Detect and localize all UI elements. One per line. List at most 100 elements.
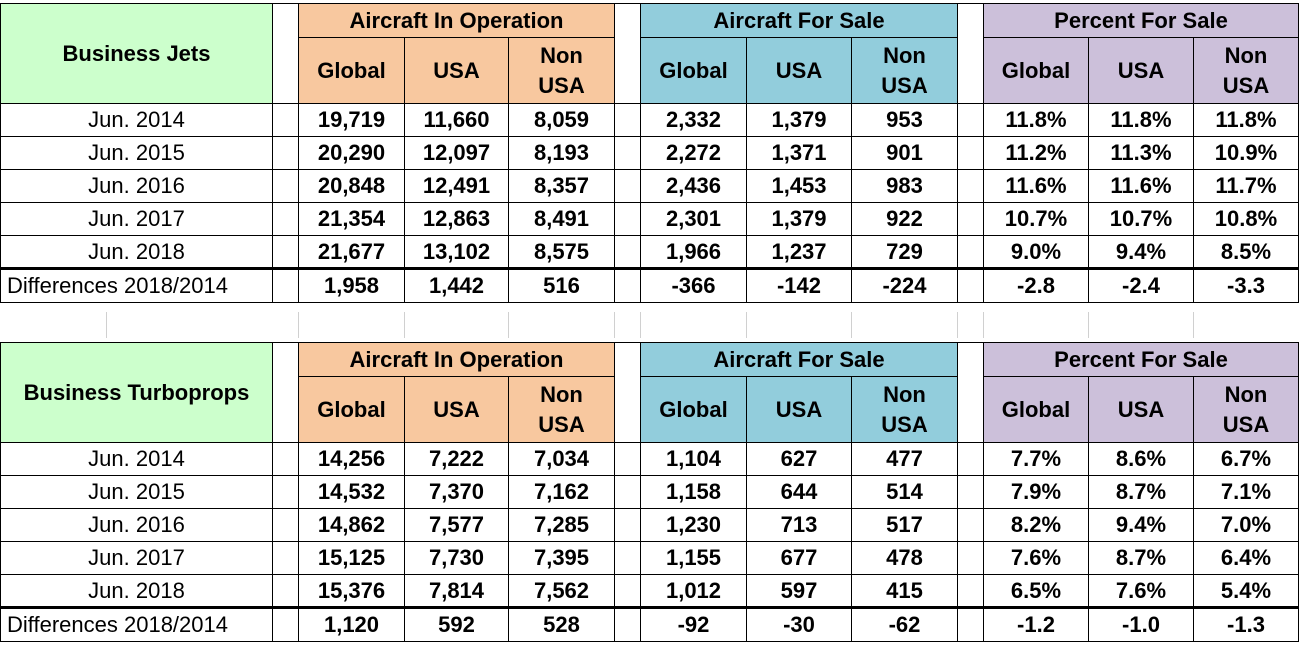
differences-label: Differences 2018/2014 [0, 606, 273, 642]
table-cell: 1,012 [640, 574, 747, 608]
table-cell: -3.3 [1193, 267, 1299, 303]
table-cell: 528 [508, 606, 615, 642]
gap-cell [272, 235, 299, 269]
table-cell: 729 [851, 235, 958, 269]
table-cell: 2,436 [640, 169, 747, 203]
table-row: Jun. 2018 15,376 7,814 7,562 1,012 597 415 6.5%… [0, 574, 1299, 608]
table-cell: 7.1% [1193, 475, 1299, 509]
table-cell: 477 [851, 442, 958, 476]
table-row: Jun. 2014 14,256 7,222 7,034 1,104 627 477 7.7%… [0, 442, 1299, 476]
gap-cell [614, 574, 641, 608]
row-label: Jun. 2017 [0, 202, 273, 236]
table-row: Jun. 2014 19,719 11,660 8,059 2,332 1,379 953 1… [0, 103, 1299, 137]
table-cell: 15,125 [298, 541, 405, 575]
group-header-sale: Aircraft For Sale [640, 3, 958, 38]
table-cell: 1,958 [298, 267, 405, 303]
table-cell: 10.7% [983, 202, 1089, 236]
gap-cell [614, 3, 641, 104]
col-header-global: Global [298, 376, 405, 443]
table-cell: 11.3% [1088, 136, 1194, 170]
gap-cell [957, 541, 984, 575]
gap-cell [272, 442, 299, 476]
table-row: Jun. 2015 20,290 12,097 8,193 2,272 1,371 901 1… [0, 136, 1299, 170]
table-cell: 8,059 [508, 103, 615, 137]
table-cell: 627 [746, 442, 852, 476]
table-cell: 9.0% [983, 235, 1089, 269]
table-cell: 7.0% [1193, 508, 1299, 542]
table-cell: 7.6% [1088, 574, 1194, 608]
table-cell: 713 [746, 508, 852, 542]
table-cell: 15,376 [298, 574, 405, 608]
table-cell: 1,379 [746, 202, 852, 236]
table-cell: 1,379 [746, 103, 852, 137]
gap-cell [272, 541, 299, 575]
table-cell: 7,162 [508, 475, 615, 509]
row-label: Jun. 2016 [0, 169, 273, 203]
gap-cell [957, 169, 984, 203]
table-row: Jun. 2017 15,125 7,730 7,395 1,155 677 478 7.6%… [0, 541, 1299, 575]
table-cell: 901 [851, 136, 958, 170]
table-cell: 11.8% [983, 103, 1089, 137]
table-cell: 2,332 [640, 103, 747, 137]
col-header-usa: USA [1088, 37, 1194, 104]
gap-cell [614, 235, 641, 269]
gap-cell [272, 3, 299, 104]
group-header-operation: Aircraft In Operation [298, 342, 615, 377]
gap-cell [614, 169, 641, 203]
col-header-global: Global [640, 37, 747, 104]
gap-cell [957, 475, 984, 509]
table-cell: 8.7% [1088, 541, 1194, 575]
row-label: Jun. 2015 [0, 475, 273, 509]
table-cell: 20,848 [298, 169, 405, 203]
gap-cell [957, 136, 984, 170]
table-cell: 7,370 [404, 475, 509, 509]
section-title-turboprops: Business Turboprops [0, 342, 273, 443]
table-cell: 7,034 [508, 442, 615, 476]
table-cell: -366 [640, 267, 747, 303]
table-cell: 14,256 [298, 442, 405, 476]
table-cell: 1,120 [298, 606, 405, 642]
col-header-global: Global [298, 37, 405, 104]
table-cell: 7.9% [983, 475, 1089, 509]
table-cell: 7,577 [404, 508, 509, 542]
gap-cell [614, 136, 641, 170]
table-cell: 2,272 [640, 136, 747, 170]
col-header-non-usa: Non USA [1193, 37, 1299, 104]
gap-cell [614, 103, 641, 137]
col-header-global: Global [983, 376, 1089, 443]
group-header-operation: Aircraft In Operation [298, 3, 615, 38]
table-cell: 6.5% [983, 574, 1089, 608]
table-cell: 19,719 [298, 103, 405, 137]
table-cell: -92 [640, 606, 747, 642]
gap-cell [272, 475, 299, 509]
table-cell: -1.2 [983, 606, 1089, 642]
table-cell: 2,301 [640, 202, 747, 236]
gap-cell [614, 541, 641, 575]
table-cell: 20,290 [298, 136, 405, 170]
gap-cell [272, 103, 299, 137]
gap-cell [957, 508, 984, 542]
table-cell: -2.8 [983, 267, 1089, 303]
table-cell: 7,814 [404, 574, 509, 608]
table-row: Jun. 2018 21,677 13,102 8,575 1,966 1,237 729 9… [0, 235, 1299, 269]
table-cell: 8,575 [508, 235, 615, 269]
table-row: Jun. 2017 21,354 12,863 8,491 2,301 1,379 922 1… [0, 202, 1299, 236]
table-cell: 1,230 [640, 508, 747, 542]
table-row: Jun. 2015 14,532 7,370 7,162 1,158 644 514 7.9%… [0, 475, 1299, 509]
table-cell: 597 [746, 574, 852, 608]
table-cell: -224 [851, 267, 958, 303]
gap-cell [272, 202, 299, 236]
gap-cell [957, 202, 984, 236]
table-cell: 1,158 [640, 475, 747, 509]
table-cell: 10.8% [1193, 202, 1299, 236]
gap-cell [614, 202, 641, 236]
row-label: Jun. 2014 [0, 103, 273, 137]
table-cell: 953 [851, 103, 958, 137]
group-header-sale: Aircraft For Sale [640, 342, 958, 377]
business-turboprops-table: Business Turboprops Aircraft In Operatio… [0, 342, 1299, 642]
col-header-non-usa: Non USA [851, 376, 958, 443]
table-cell: 1,104 [640, 442, 747, 476]
table-cell: 11.2% [983, 136, 1089, 170]
gap-cell [614, 508, 641, 542]
col-header-usa: USA [404, 376, 509, 443]
